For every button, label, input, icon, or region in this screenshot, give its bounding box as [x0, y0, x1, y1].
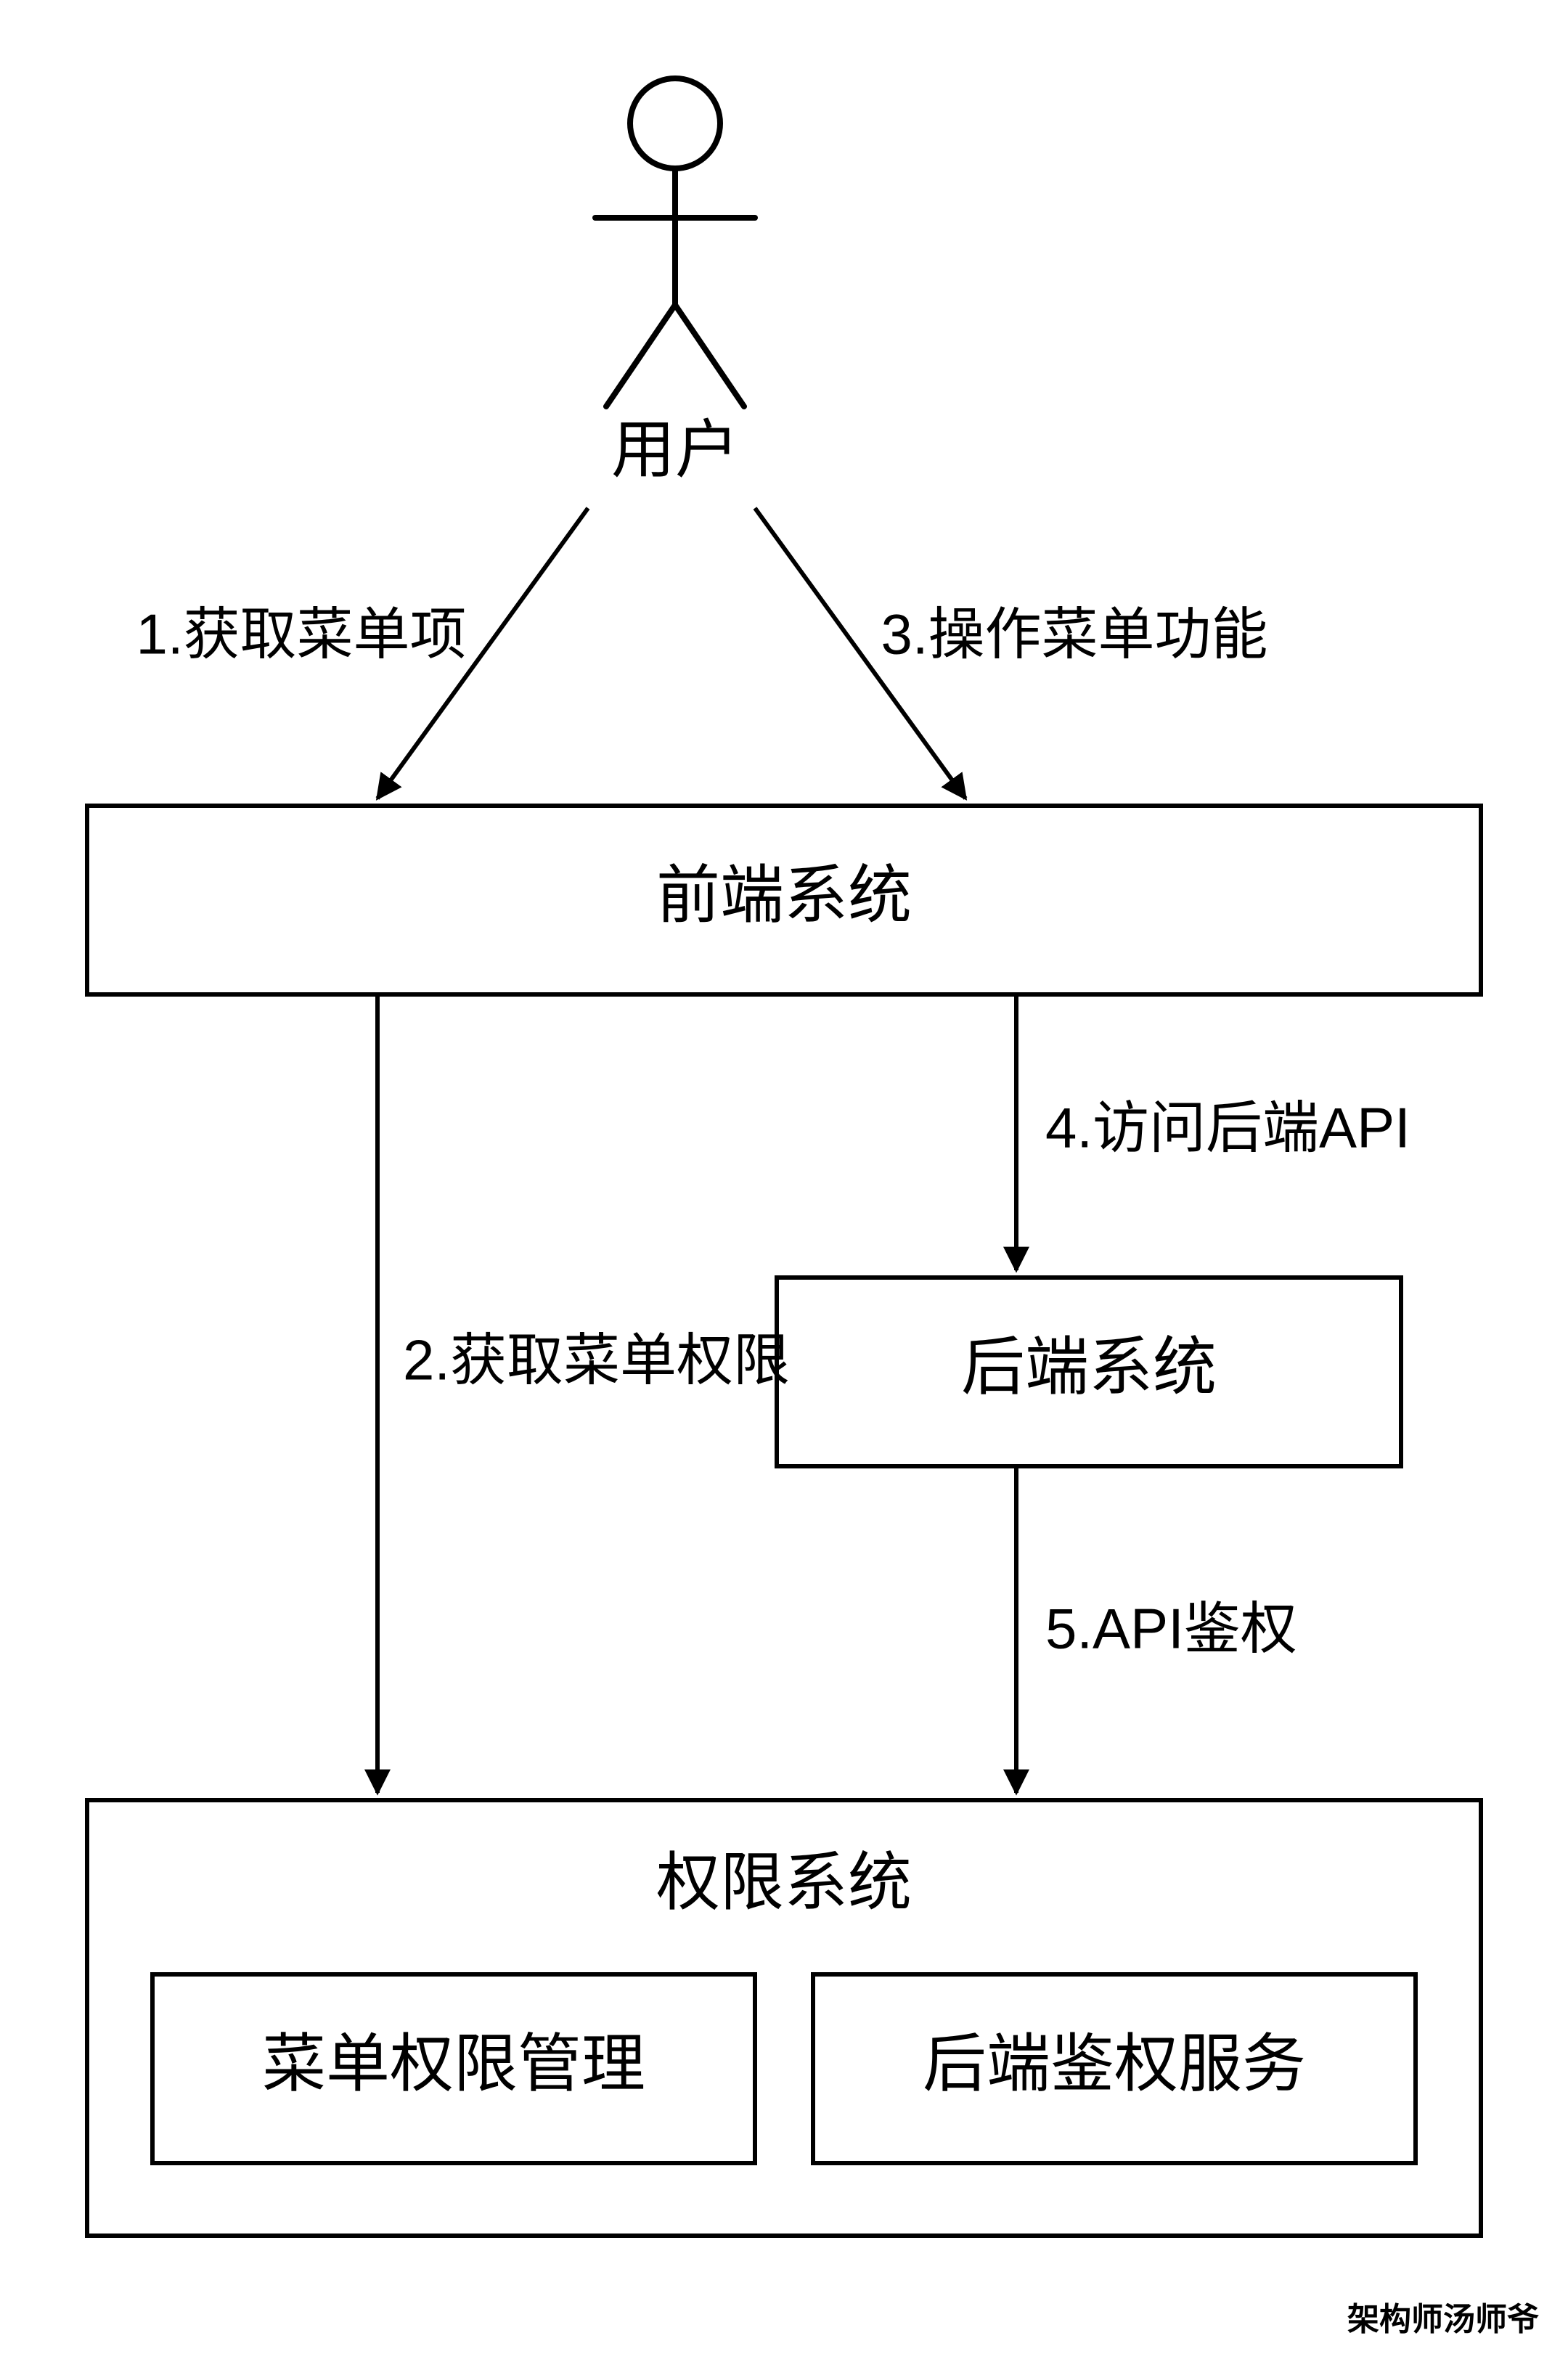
- diagram-canvas: 用户前端系统后端系统权限系统菜单权限管理 后端鉴权服务 1.获取菜单项 3.操作菜单功…: [0, 0, 1568, 2354]
- edge-label: 2.获取菜单权限: [403, 1328, 790, 1392]
- node-label: 权限系统: [656, 1846, 912, 1918]
- edge-e4: 4.访问后端API: [1016, 994, 1410, 1270]
- node-backend_auth_svc: 后端鉴权服务: [813, 1974, 1416, 2163]
- edge-e2: 2.获取菜单权限: [377, 994, 790, 1793]
- actor-label: 用户: [611, 414, 739, 486]
- edge-e3: 3.操作菜单功能: [755, 508, 1268, 798]
- edge-e5: 5.API鉴权: [1016, 1466, 1297, 1793]
- watermark: 架构师汤师爷: [1347, 2302, 1539, 2337]
- node-label: 后端系统: [961, 1331, 1217, 1402]
- actor-user: 用户: [595, 78, 755, 486]
- node-backend: 后端系统: [777, 1278, 1401, 1466]
- edge-label: 5.API鉴权: [1045, 1597, 1297, 1661]
- node-menu_perm_mgmt: 菜单权限管理: [152, 1974, 755, 2163]
- edge-label: 3.操作菜单功能: [881, 602, 1267, 666]
- edge-e1: 1.获取菜单项: [136, 508, 588, 798]
- node-frontend: 前端系统: [87, 806, 1481, 994]
- edge-label: 4.访问后端API: [1045, 1096, 1410, 1160]
- edge-label: 1.获取菜单项: [136, 602, 466, 666]
- node-label: 前端系统: [656, 859, 912, 931]
- node-label: 菜单权限管理: [262, 2027, 645, 2099]
- node-label: 后端鉴权服务: [923, 2027, 1306, 2099]
